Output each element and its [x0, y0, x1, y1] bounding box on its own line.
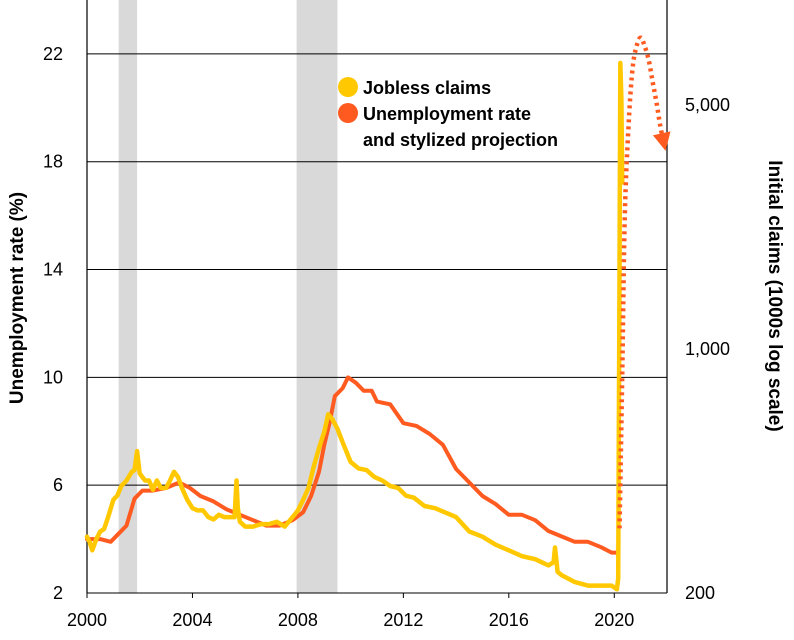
left-axis-label: Unemployment rate (%): [7, 192, 28, 404]
series-line-jobless-claims: [84, 60, 625, 592]
left-tick-label: 10: [43, 367, 63, 387]
legend-label: and stylized projection: [363, 130, 558, 150]
x-tick-label: 2020: [594, 610, 634, 630]
x-tick-label: 2000: [67, 610, 107, 630]
recession-bands: [118, 0, 338, 593]
left-tick-label: 6: [53, 475, 63, 495]
tick-labels: 2 6 10 14 18 22 200 1,000 5,000 2000 2004 2008 2012 2…: [43, 44, 730, 630]
legend-swatch: [338, 103, 358, 123]
recession-band: [118, 0, 138, 593]
series-line-projection: [617, 35, 671, 529]
left-tick-label: 2: [53, 583, 63, 603]
gridlines: [86, 0, 668, 594]
left-tick-label: 22: [43, 44, 63, 64]
legend-label: Unemployment rate: [363, 104, 531, 124]
right-axis-label: Initial claims (1000s log scale): [764, 160, 785, 431]
axis-titles: Unemployment rate (%) Initial claims (10…: [7, 160, 785, 431]
left-tick-label: 14: [43, 260, 63, 280]
legend: Jobless claims Unemployment rate and styli…: [338, 77, 558, 150]
x-tick-label: 2008: [278, 610, 318, 630]
x-tick-label: 2004: [172, 610, 212, 630]
right-tick-label: 200: [685, 583, 715, 603]
right-tick-label: 5,000: [685, 95, 730, 115]
x-tick-label: 2012: [383, 610, 423, 630]
series-lines: [84, 35, 671, 592]
left-tick-label: 18: [43, 152, 63, 172]
legend-label: Jobless claims: [363, 78, 491, 98]
legend-swatch: [338, 77, 358, 97]
right-tick-label: 1,000: [685, 339, 730, 359]
x-tick-label: 2016: [489, 610, 529, 630]
